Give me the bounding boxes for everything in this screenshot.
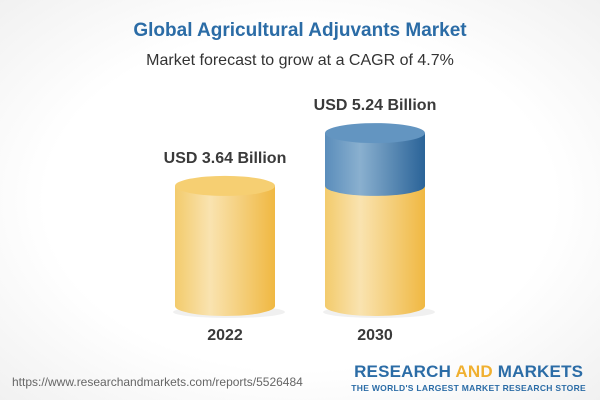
category-label: 2030 bbox=[357, 327, 393, 344]
data-label: USD 3.64 Billion bbox=[164, 150, 287, 167]
category-label: 2022 bbox=[207, 327, 243, 344]
research-and-markets-logo: RESEARCH AND MARKETS THE WORLD'S LARGEST… bbox=[351, 362, 586, 393]
bar-2022-top bbox=[175, 175, 275, 196]
data-label: USD 5.24 Billion bbox=[314, 97, 437, 114]
chart-title: Global Agricultural Adjuvants Market bbox=[133, 20, 467, 41]
source-url[interactable]: https://www.researchandmarkets.com/repor… bbox=[12, 375, 303, 389]
bar-2030-growth-top bbox=[325, 123, 425, 144]
chart-subtitle: Market forecast to grow at a CAGR of 4.7… bbox=[146, 52, 454, 69]
bar-2030-base-body bbox=[325, 185, 425, 316]
bar-2030-growth-body bbox=[325, 133, 425, 196]
bar-2022-body bbox=[175, 185, 275, 316]
